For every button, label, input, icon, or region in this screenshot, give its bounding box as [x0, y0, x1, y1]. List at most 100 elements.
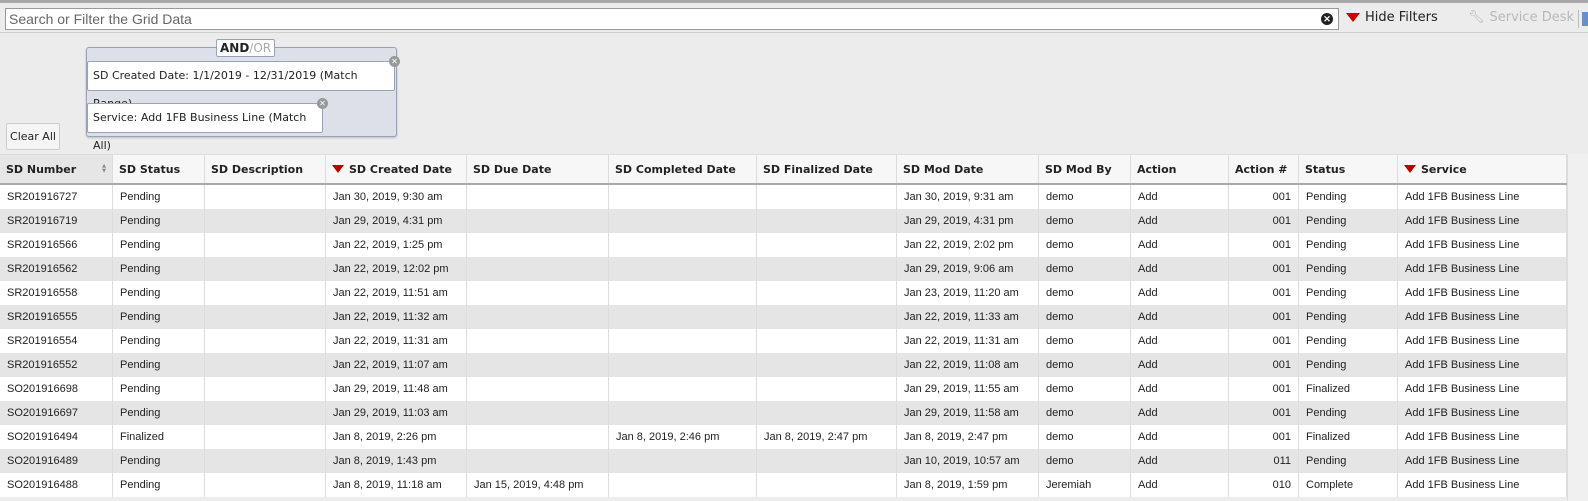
cell-sd-due-date	[467, 281, 609, 305]
cell-action: 001	[1229, 353, 1299, 377]
vertical-scrollbar[interactable]	[1567, 154, 1588, 501]
filter-chip-created-date[interactable]: SD Created Date: 1/1/2019 - 12/31/2019 (…	[87, 56, 400, 110]
cell-sd-created-date: Jan 22, 2019, 11:51 am	[326, 281, 467, 305]
cell-action: 001	[1229, 377, 1299, 401]
cell-sd-finalized-date	[757, 233, 897, 257]
cell-sd-completed-date	[609, 233, 757, 257]
hide-filters-label: Hide Filters	[1365, 10, 1438, 25]
cell-sd-mod-date: Jan 8, 2019, 1:59 pm	[897, 473, 1039, 497]
cell-sd-completed-date	[609, 377, 757, 401]
active-filter-icon[interactable]	[332, 165, 344, 173]
cell-sd-mod-date: Jan 30, 2019, 9:31 am	[897, 185, 1039, 209]
cell-action: Add	[1131, 353, 1229, 377]
cell-sd-created-date: Jan 8, 2019, 1:43 pm	[326, 449, 467, 473]
cell-sd-status: Pending	[113, 449, 205, 473]
and-option[interactable]: AND	[220, 41, 250, 55]
cell-sd-mod-by: demo	[1039, 185, 1131, 209]
table-row[interactable]: SR201916558 Pending Jan 22, 2019, 11:51 am…	[0, 281, 1567, 305]
cell-sd-description	[205, 233, 326, 257]
column-header-sd-number[interactable]: SD Number ▲ ▼	[0, 155, 113, 183]
cell-service: Add 1FB Business Line	[1398, 305, 1567, 329]
column-header-sd-status[interactable]: SD Status	[113, 155, 205, 183]
table-row[interactable]: SO201916494 Finalized Jan 8, 2019, 2:26 pm…	[0, 425, 1567, 449]
cell-sd-completed-date: Jan 8, 2019, 2:46 pm	[609, 425, 757, 449]
table-row[interactable]: SO201916489 Pending Jan 8, 2019, 1:43 pm Ja…	[0, 449, 1567, 473]
table-row[interactable]: SO201916697 Pending Jan 29, 2019, 11:03 am…	[0, 401, 1567, 425]
cell-sd-status: Finalized	[113, 425, 205, 449]
cell-action: 011	[1229, 449, 1299, 473]
column-header-sd-finalized-date[interactable]: SD Finalized Date	[757, 155, 897, 183]
cell-sd-status: Pending	[113, 473, 205, 497]
cell-sd-description	[205, 473, 326, 497]
active-filter-icon[interactable]	[1404, 165, 1416, 173]
cell-sd-mod-date: Jan 22, 2019, 2:02 pm	[897, 233, 1039, 257]
cell-service: Add 1FB Business Line	[1398, 473, 1567, 497]
cell-service: Add 1FB Business Line	[1398, 209, 1567, 233]
cell-sd-due-date	[467, 257, 609, 281]
column-header-action[interactable]: Action #	[1229, 155, 1299, 183]
cell-sd-finalized-date	[757, 329, 897, 353]
cell-sd-description	[205, 185, 326, 209]
service-desk-button[interactable]: 🔧︎ Service Desk	[1468, 10, 1574, 25]
search-input[interactable]	[6, 9, 1306, 29]
column-header-sd-mod-date[interactable]: SD Mod Date	[897, 155, 1039, 183]
cell-sd-number: SO201916488	[0, 473, 113, 497]
cell-action: 001	[1229, 209, 1299, 233]
cell-sd-mod-date: Jan 22, 2019, 11:31 am	[897, 329, 1039, 353]
and-or-toggle[interactable]: AND/OR	[216, 39, 276, 57]
column-header-label: SD Due Date	[473, 162, 552, 176]
cell-sd-due-date	[467, 305, 609, 329]
cell-sd-created-date: Jan 22, 2019, 1:25 pm	[326, 233, 467, 257]
cell-sd-finalized-date	[757, 401, 897, 425]
cell-sd-description	[205, 257, 326, 281]
cell-sd-completed-date	[609, 329, 757, 353]
or-option[interactable]: OR	[253, 41, 272, 55]
column-header-action[interactable]: Action	[1131, 155, 1229, 183]
column-header-service[interactable]: Service	[1398, 155, 1567, 183]
table-row[interactable]: SR201916562 Pending Jan 22, 2019, 12:02 pm…	[0, 257, 1567, 281]
cell-service: Add 1FB Business Line	[1398, 185, 1567, 209]
table-row[interactable]: SO201916698 Pending Jan 29, 2019, 11:48 am…	[0, 377, 1567, 401]
column-header-sd-due-date[interactable]: SD Due Date	[467, 155, 609, 183]
remove-filter-icon[interactable]: ✕	[389, 56, 400, 67]
column-header-sd-mod-by[interactable]: SD Mod By	[1039, 155, 1131, 183]
search-box[interactable]: ✕	[5, 8, 1339, 30]
cell-sd-number: SO201916697	[0, 401, 113, 425]
cell-sd-number: SR201916555	[0, 305, 113, 329]
cell-sd-number: SO201916489	[0, 449, 113, 473]
cell-status: Pending	[1299, 233, 1398, 257]
filter-chip-service[interactable]: Service: Add 1FB Business Line (Match Al…	[87, 98, 328, 152]
cell-sd-description	[205, 449, 326, 473]
clear-all-button[interactable]: Clear All	[6, 123, 60, 150]
column-header-sd-completed-date[interactable]: SD Completed Date	[609, 155, 757, 183]
table-row[interactable]: SR201916566 Pending Jan 22, 2019, 1:25 pm J…	[0, 233, 1567, 257]
table-row[interactable]: SR201916719 Pending Jan 29, 2019, 4:31 pm J…	[0, 209, 1567, 233]
remove-filter-icon[interactable]: ✕	[317, 98, 328, 109]
cell-sd-mod-date: Jan 29, 2019, 4:31 pm	[897, 209, 1039, 233]
cell-sd-mod-by: demo	[1039, 401, 1131, 425]
cell-sd-finalized-date	[757, 377, 897, 401]
column-header-sd-description[interactable]: SD Description	[205, 155, 326, 183]
table-row[interactable]: SR201916554 Pending Jan 22, 2019, 11:31 am…	[0, 329, 1567, 353]
cell-status: Complete	[1299, 473, 1398, 497]
cell-sd-mod-date: Jan 23, 2019, 11:20 am	[897, 281, 1039, 305]
hide-filters-button[interactable]: Hide Filters	[1346, 10, 1438, 25]
sort-icon[interactable]: ▲ ▼	[102, 163, 106, 174]
cell-action: Add	[1131, 257, 1229, 281]
column-header-status[interactable]: Status	[1299, 155, 1398, 183]
cell-sd-status: Pending	[113, 185, 205, 209]
cell-action: 001	[1229, 401, 1299, 425]
column-header-sd-created-date[interactable]: SD Created Date	[326, 155, 467, 183]
column-header-label: SD Mod Date	[903, 162, 984, 176]
table-row[interactable]: SR201916555 Pending Jan 22, 2019, 11:32 am…	[0, 305, 1567, 329]
cell-service: Add 1FB Business Line	[1398, 377, 1567, 401]
table-row[interactable]: SO201916488 Pending Jan 8, 2019, 11:18 am J…	[0, 473, 1567, 497]
cell-action: 001	[1229, 233, 1299, 257]
overflow-icon[interactable]	[1582, 12, 1588, 26]
cell-sd-description	[205, 305, 326, 329]
table-row[interactable]: SR201916552 Pending Jan 22, 2019, 11:07 am…	[0, 353, 1567, 377]
cell-sd-mod-by: demo	[1039, 425, 1131, 449]
clear-search-icon[interactable]: ✕	[1321, 13, 1333, 25]
cell-action: Add	[1131, 377, 1229, 401]
table-row[interactable]: SR201916727 Pending Jan 30, 2019, 9:30 am J…	[0, 185, 1567, 209]
